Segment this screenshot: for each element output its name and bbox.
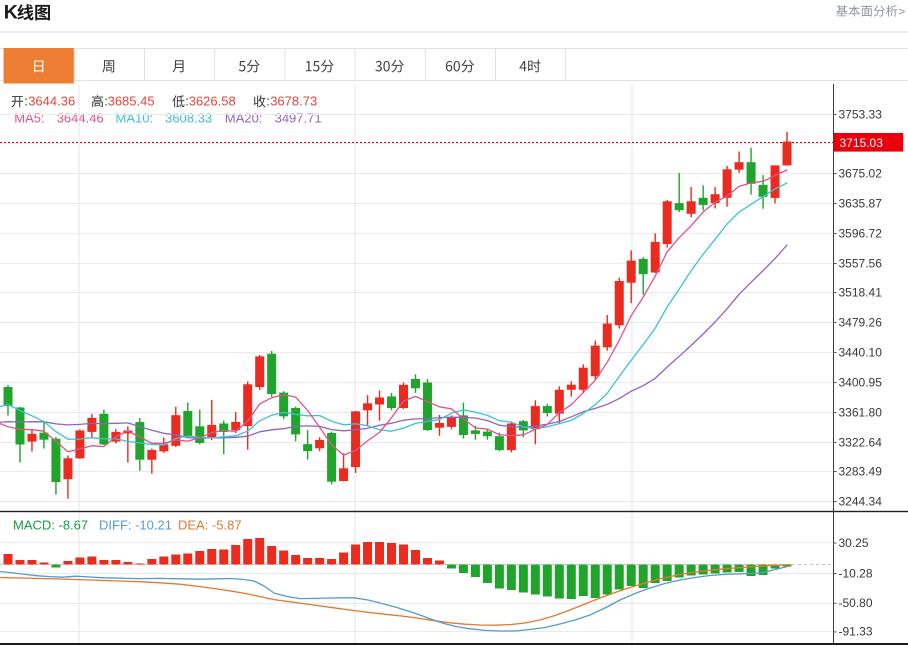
svg-text:3400.95: 3400.95: [839, 375, 883, 389]
svg-text:3322.64: 3322.64: [839, 435, 883, 449]
svg-text:3557.56: 3557.56: [839, 256, 883, 270]
svg-text:3753.33: 3753.33: [839, 107, 883, 121]
svg-text:3644.46: 3644.46: [57, 110, 104, 125]
svg-text:K: K: [4, 2, 18, 24]
svg-text:3283.49: 3283.49: [839, 464, 883, 478]
svg-text:MACD: -8.67: MACD: -8.67: [13, 518, 88, 533]
svg-text:3675.02: 3675.02: [839, 166, 883, 180]
svg-text:3685.45: 3685.45: [108, 94, 155, 109]
svg-text:DIFF: -10.21: DIFF: -10.21: [99, 518, 172, 533]
svg-text:-50.80: -50.80: [839, 596, 873, 610]
svg-text:3635.87: 3635.87: [839, 196, 883, 210]
svg-text:3361.80: 3361.80: [839, 405, 883, 419]
svg-text:3518.41: 3518.41: [839, 285, 883, 299]
svg-text:-91.33: -91.33: [839, 625, 873, 639]
svg-text:3608.33: 3608.33: [165, 110, 212, 125]
svg-text::: :: [266, 94, 270, 109]
svg-text:MA20:: MA20:: [225, 110, 263, 125]
svg-text:3715.03: 3715.03: [840, 136, 884, 150]
svg-text:3244.34: 3244.34: [839, 494, 883, 508]
svg-text:3497.71: 3497.71: [275, 110, 322, 125]
svg-text:-10.28: -10.28: [839, 566, 873, 580]
svg-text::: :: [24, 94, 28, 109]
svg-text:3479.26: 3479.26: [839, 315, 883, 329]
svg-text:MA5:: MA5:: [14, 110, 44, 125]
svg-text:>: >: [899, 6, 906, 18]
svg-text:DEA: -5.87: DEA: -5.87: [178, 518, 242, 533]
svg-text::: :: [104, 94, 108, 109]
svg-text:30.25: 30.25: [839, 536, 869, 550]
svg-text::: :: [185, 94, 189, 109]
svg-text:3678.73: 3678.73: [270, 94, 317, 109]
svg-text:3596.72: 3596.72: [839, 226, 883, 240]
svg-text:3626.58: 3626.58: [189, 94, 236, 109]
svg-text:MA10:: MA10:: [116, 110, 154, 125]
svg-text:3440.10: 3440.10: [839, 345, 883, 359]
svg-text:3644.36: 3644.36: [28, 94, 75, 109]
